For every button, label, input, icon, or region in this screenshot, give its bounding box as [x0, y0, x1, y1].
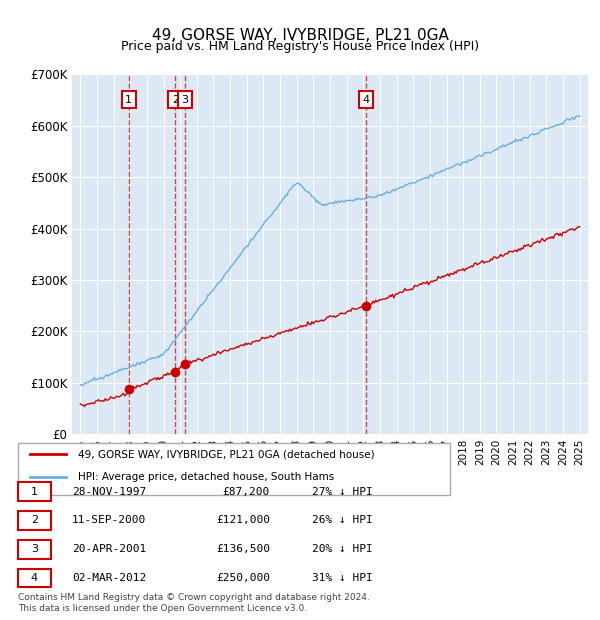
Text: 1: 1: [125, 95, 132, 105]
Text: £121,000: £121,000: [216, 515, 270, 526]
Text: Price paid vs. HM Land Registry's House Price Index (HPI): Price paid vs. HM Land Registry's House …: [121, 40, 479, 53]
Text: 49, GORSE WAY, IVYBRIDGE, PL21 0GA (detached house): 49, GORSE WAY, IVYBRIDGE, PL21 0GA (deta…: [78, 450, 374, 459]
Text: 02-MAR-2012: 02-MAR-2012: [72, 573, 146, 583]
Text: 1: 1: [31, 487, 38, 497]
Text: 20-APR-2001: 20-APR-2001: [72, 544, 146, 554]
Text: 31% ↓ HPI: 31% ↓ HPI: [312, 573, 373, 583]
Text: HPI: Average price, detached house, South Hams: HPI: Average price, detached house, Sout…: [78, 472, 334, 482]
Text: 11-SEP-2000: 11-SEP-2000: [72, 515, 146, 526]
Text: 2: 2: [172, 95, 179, 105]
Text: 20% ↓ HPI: 20% ↓ HPI: [312, 544, 373, 554]
Text: 49, GORSE WAY, IVYBRIDGE, PL21 0GA: 49, GORSE WAY, IVYBRIDGE, PL21 0GA: [152, 28, 448, 43]
Text: £87,200: £87,200: [223, 487, 270, 497]
Text: 3: 3: [31, 544, 38, 554]
Text: 4: 4: [31, 573, 38, 583]
Text: Contains HM Land Registry data © Crown copyright and database right 2024.
This d: Contains HM Land Registry data © Crown c…: [18, 593, 370, 613]
Text: 27% ↓ HPI: 27% ↓ HPI: [312, 487, 373, 497]
Text: 2: 2: [31, 515, 38, 526]
Text: £136,500: £136,500: [216, 544, 270, 554]
Text: 4: 4: [362, 95, 370, 105]
FancyBboxPatch shape: [18, 569, 51, 588]
Text: 3: 3: [182, 95, 188, 105]
Text: 26% ↓ HPI: 26% ↓ HPI: [312, 515, 373, 526]
FancyBboxPatch shape: [18, 511, 51, 529]
Text: £250,000: £250,000: [216, 573, 270, 583]
FancyBboxPatch shape: [18, 482, 51, 501]
Text: 28-NOV-1997: 28-NOV-1997: [72, 487, 146, 497]
FancyBboxPatch shape: [18, 443, 450, 495]
FancyBboxPatch shape: [18, 540, 51, 559]
